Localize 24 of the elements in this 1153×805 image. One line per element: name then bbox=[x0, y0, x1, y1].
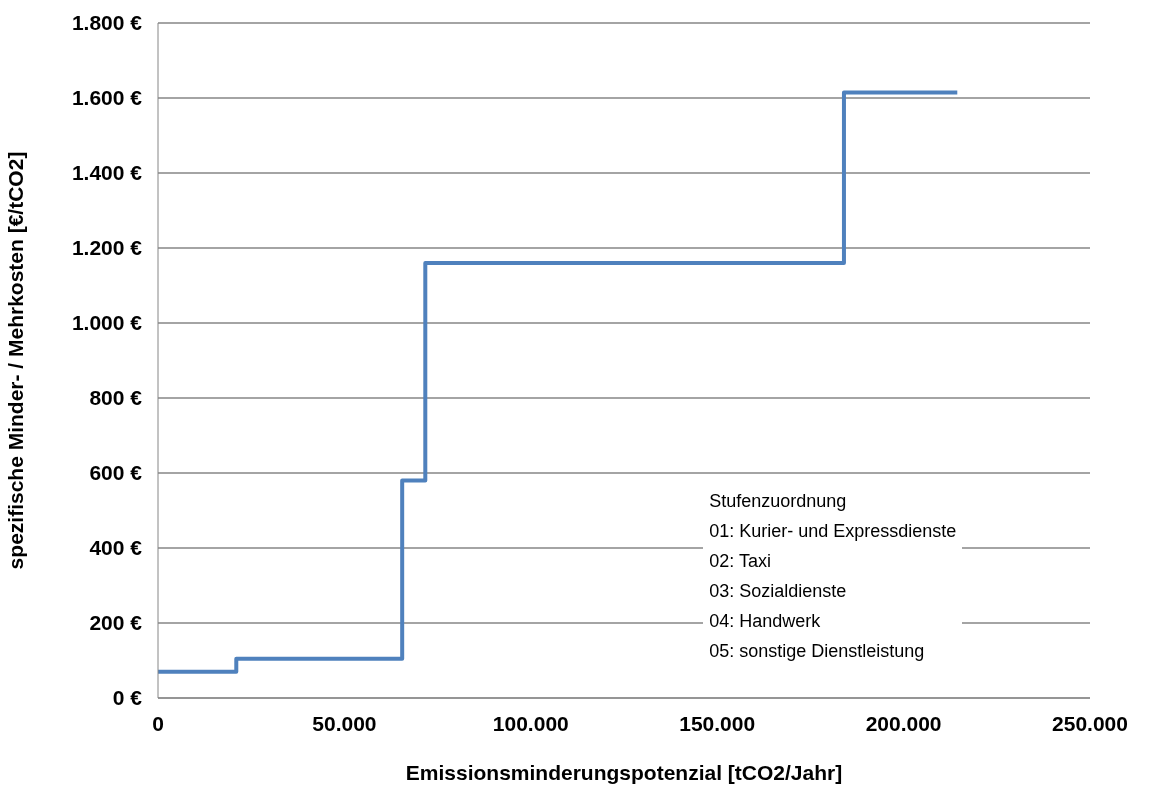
y-tick-label: 1.000 € bbox=[71, 311, 143, 335]
annotation: Stufenzuordnung bbox=[709, 490, 848, 513]
annotation: 03: Sozialdienste bbox=[709, 580, 848, 603]
x-tick-label: 200.000 bbox=[865, 711, 942, 735]
y-tick-label: 1.200 € bbox=[71, 236, 143, 260]
y-tick-label: 1.600 € bbox=[71, 86, 143, 110]
y-tick-label: 0 € bbox=[112, 686, 143, 710]
annotation: 01: Kurier- und Expressdienste bbox=[709, 520, 957, 543]
y-tick-label: 800 € bbox=[89, 386, 143, 410]
y-tick-label: 1.400 € bbox=[71, 161, 143, 185]
annotation: 04: Handwerk bbox=[709, 610, 822, 633]
annotation: 02: Taxi bbox=[709, 550, 772, 573]
x-axis-title: Emissionsminderungspotenzial [tCO2/Jahr] bbox=[405, 761, 843, 784]
x-tick-label: 150.000 bbox=[679, 711, 756, 735]
y-tick-label: 600 € bbox=[89, 461, 143, 485]
x-tick-label: 250.000 bbox=[1052, 711, 1128, 735]
x-tick-label: 100.000 bbox=[492, 711, 569, 735]
x-tick-label: 0 bbox=[152, 711, 164, 735]
y-tick-label: 1.800 € bbox=[71, 11, 143, 35]
y-axis-title: spezifische Minder- / Mehrkosten [€/tCO2] bbox=[4, 151, 28, 570]
y-tick-label: 200 € bbox=[89, 611, 143, 635]
x-tick-label: 50.000 bbox=[312, 711, 377, 735]
y-tick-label: 400 € bbox=[89, 536, 143, 560]
annotation: 05: sonstige Dienstleistung bbox=[709, 640, 926, 663]
